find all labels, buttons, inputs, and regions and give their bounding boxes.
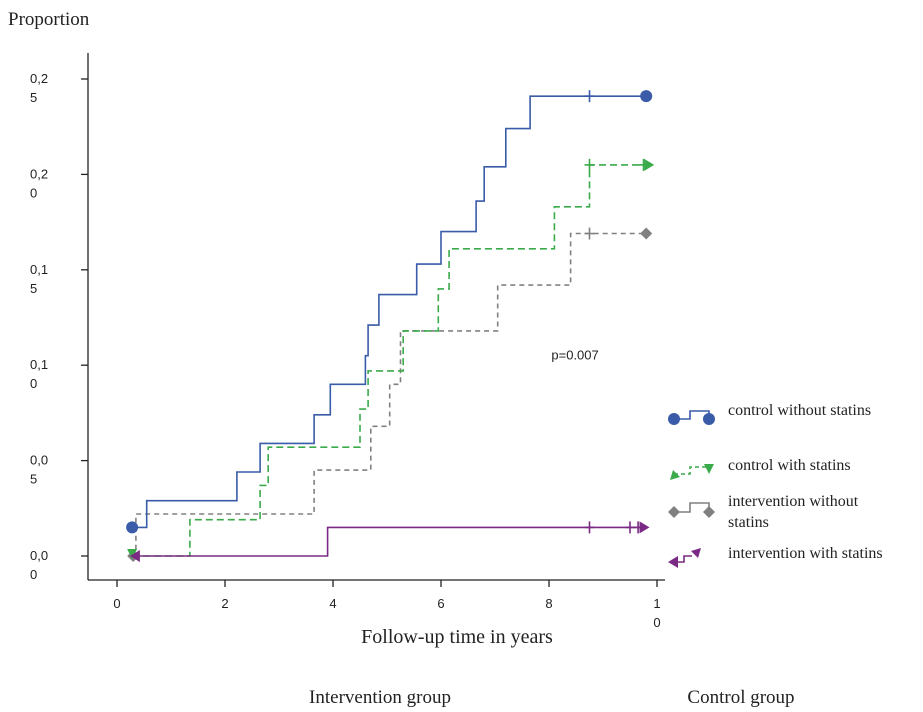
y-tick-label: 0,1 [30,357,48,372]
legend-swatch-marker [668,506,680,518]
series-control-without-statins [126,90,653,534]
series-line [132,95,647,529]
y-tick-label: 0,2 [30,71,48,86]
legend-label: control with statins [728,457,851,474]
y-tick-label: 5 [30,472,37,487]
y-tick-label: 0,0 [30,453,48,468]
x-axis-label: Follow-up time in years [361,626,553,648]
group-label-control: Control group [687,687,794,708]
series-intervention-without-statins [127,227,653,562]
x-tick-label: 8 [545,596,552,611]
x-tick-label: 2 [221,596,228,611]
x-tick-label: 6 [437,596,444,611]
y-tick-label: 0,2 [30,166,48,181]
series-line [132,164,647,557]
legend-label: intervention with statins [728,545,883,562]
legend-entry: intervention with statins [668,545,883,568]
legend-swatch-marker [668,413,680,425]
p-value-annotation: p=0.007 [551,348,598,363]
series-start-marker [126,521,139,534]
x-tick-label: 0 [113,596,120,611]
legend-entry: control without statins [668,402,871,425]
plot-area [126,90,655,562]
group-label-intervention: Intervention group [309,687,451,708]
y-tick-label: 0 [30,376,37,391]
legend-swatch-marker [691,548,701,558]
legend-swatch [674,555,692,563]
legend-entry: intervention without statins [668,493,859,531]
x-tick-label: 4 [329,596,336,611]
legend-entry: control with statins [670,457,851,480]
legend-swatch-marker [704,464,714,474]
legend-swatch-marker [668,556,678,568]
y-tick-label: 5 [30,281,37,296]
legend-label: intervention without [728,493,859,510]
series-end-marker [639,521,650,534]
y-axis-label: Proportion [8,9,90,30]
series-control-with-statins [127,158,655,559]
legend-label: control without statins [728,402,871,419]
series-intervention-with-statins [129,521,650,562]
series-line [133,232,647,557]
series-line [135,526,647,557]
y-tick-label: 0 [30,567,37,582]
x-tick-label: 0 [653,615,660,630]
series-start-marker [127,549,138,559]
legend-label: statins [728,514,769,531]
legend-swatch-marker [670,470,680,480]
y-tick-label: 0 [30,185,37,200]
legend-swatch [674,466,706,475]
x-tick-label: 1 [653,596,660,611]
series-start-marker [129,550,140,562]
y-tick-label: 5 [30,90,37,105]
series-end-marker [640,90,653,103]
legend-swatch-marker [703,506,715,518]
y-tick-label: 0,1 [30,262,48,277]
legend-swatch-marker [703,413,715,425]
y-tick-label: 0,0 [30,548,48,563]
legend-swatch [674,502,710,513]
series-end-marker [644,158,655,171]
axes: 0,000,050,100,150,200,250 2 4 6 8 10 [30,53,665,630]
legend: control without statins control with stat… [668,402,883,568]
series-end-marker [640,227,653,240]
